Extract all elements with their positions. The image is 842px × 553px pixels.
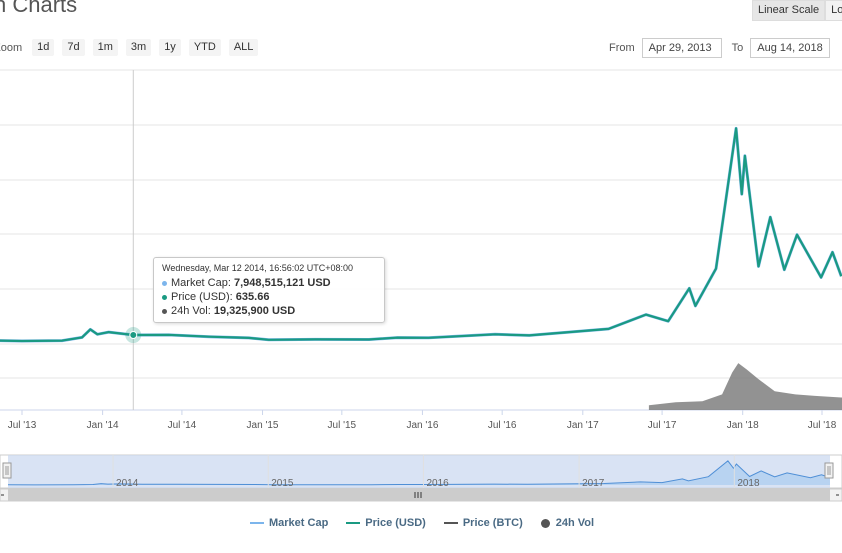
navigator-right-handle[interactable] bbox=[824, 462, 834, 479]
price-btc-line-icon bbox=[443, 522, 458, 524]
from-date-input[interactable]: Apr 29, 2013 bbox=[641, 38, 722, 58]
navigator-label: 2018 bbox=[737, 478, 760, 489]
x-tick-label: Jan '17 bbox=[567, 420, 599, 431]
legend-market-cap-label: Market Cap bbox=[269, 517, 329, 529]
date-range: From Apr 29, 2013 To Aug 14, 2018 bbox=[609, 38, 840, 58]
linear-scale-button[interactable]: Linear Scale bbox=[752, 0, 826, 21]
volume-series-area bbox=[648, 363, 842, 410]
x-tick-label: Jul '14 bbox=[168, 420, 197, 431]
zoom-1d-button[interactable]: 1d bbox=[32, 39, 55, 56]
tooltip-market-cap: Market Cap: 7,948,515,121 USD bbox=[162, 276, 376, 290]
legend-price-btc[interactable]: Price (BTC) bbox=[443, 517, 523, 529]
legend-price-btc-label: Price (BTC) bbox=[462, 517, 523, 529]
navigator-label: 2016 bbox=[426, 478, 449, 489]
chart-legend: Market Cap Price (USD) Price (BTC) 24h V… bbox=[250, 517, 612, 529]
x-tick-label: Jul '16 bbox=[488, 420, 517, 431]
price-usd-line-icon bbox=[346, 522, 361, 524]
x-tick-label: Jan '16 bbox=[406, 420, 438, 431]
to-date-input[interactable]: Aug 14, 2018 bbox=[750, 38, 831, 58]
tooltip-date: Wednesday, Mar 12 2014, 16:56:02 UTC+08:… bbox=[162, 263, 354, 273]
tooltip-price-value: 635.66 bbox=[235, 291, 270, 303]
log-scale-button[interactable]: Lo bbox=[825, 0, 842, 21]
zoom-1m-button[interactable]: 1m bbox=[92, 39, 118, 56]
zoom-7d-button[interactable]: 7d bbox=[62, 39, 85, 56]
legend-price-usd[interactable]: Price (USD) bbox=[346, 517, 426, 529]
navigator-label: 2015 bbox=[271, 478, 294, 489]
scale-toggle: Linear Scale Lo bbox=[752, 0, 842, 21]
zoom-all-button[interactable]: ALL bbox=[228, 39, 259, 56]
navigator-label: 2017 bbox=[582, 478, 605, 489]
navigator-line bbox=[7, 460, 831, 486]
x-tick-label: Jul '15 bbox=[328, 420, 357, 431]
from-label: From bbox=[609, 42, 635, 54]
legend-price-usd-label: Price (USD) bbox=[365, 517, 426, 529]
scrollbar-thumb[interactable] bbox=[8, 489, 830, 501]
market-cap-series-line bbox=[0, 126, 842, 343]
market-cap-line-icon bbox=[250, 522, 264, 524]
legend-market-cap[interactable]: Market Cap bbox=[250, 517, 328, 529]
volume-circle-icon bbox=[540, 518, 550, 528]
tooltip-volume: 24h Vol: 19,325,900 USD bbox=[162, 304, 376, 318]
navigator-left-handle[interactable] bbox=[2, 462, 12, 479]
x-tick-label: Jul '18 bbox=[808, 420, 837, 431]
tooltip-volume-label: 24h Vol: bbox=[171, 305, 211, 317]
x-tick-label: Jan '14 bbox=[87, 420, 119, 431]
tooltip-volume-value: 19,325,900 USD bbox=[213, 305, 296, 317]
tooltip-market-cap-label: Market Cap: bbox=[171, 277, 231, 289]
zoom-label: Zoom bbox=[0, 41, 23, 54]
navigator-label: 2014 bbox=[116, 478, 139, 489]
navigator-area bbox=[8, 460, 830, 485]
market-cap-dot-icon bbox=[162, 280, 167, 286]
x-tick-label: Jan '18 bbox=[727, 420, 759, 431]
x-tick-label: Jul '13 bbox=[8, 420, 37, 431]
legend-volume-label: 24h Vol bbox=[555, 517, 595, 529]
legend-volume[interactable]: 24h Vol bbox=[540, 517, 595, 529]
zoom-ytd-button[interactable]: YTD bbox=[188, 39, 221, 56]
chart-tooltip: Wednesday, Mar 12 2014, 16:56:02 UTC+08:… bbox=[153, 257, 385, 323]
zoom-controls: Zoom 1d 7d 1m 3m 1y YTD ALL bbox=[0, 39, 266, 56]
x-tick-label: Jul '17 bbox=[648, 420, 677, 431]
zoom-3m-button[interactable]: 3m bbox=[125, 39, 152, 56]
x-tick-label: Jan '15 bbox=[247, 420, 279, 431]
tooltip-market-cap-value: 7,948,515,121 USD bbox=[233, 277, 331, 289]
zoom-1y-button[interactable]: 1y bbox=[159, 39, 181, 56]
tooltip-price-label: Price (USD): bbox=[171, 291, 233, 303]
navigator-selection bbox=[8, 455, 830, 488]
price-usd-series-line bbox=[0, 127, 842, 343]
page-title: n Charts bbox=[0, 0, 78, 17]
tooltip-price: Price (USD): 635.66 bbox=[162, 290, 376, 304]
price-dot-icon bbox=[162, 294, 167, 300]
volume-dot-icon bbox=[162, 308, 167, 314]
to-label: To bbox=[731, 42, 744, 54]
hover-marker bbox=[129, 331, 138, 340]
